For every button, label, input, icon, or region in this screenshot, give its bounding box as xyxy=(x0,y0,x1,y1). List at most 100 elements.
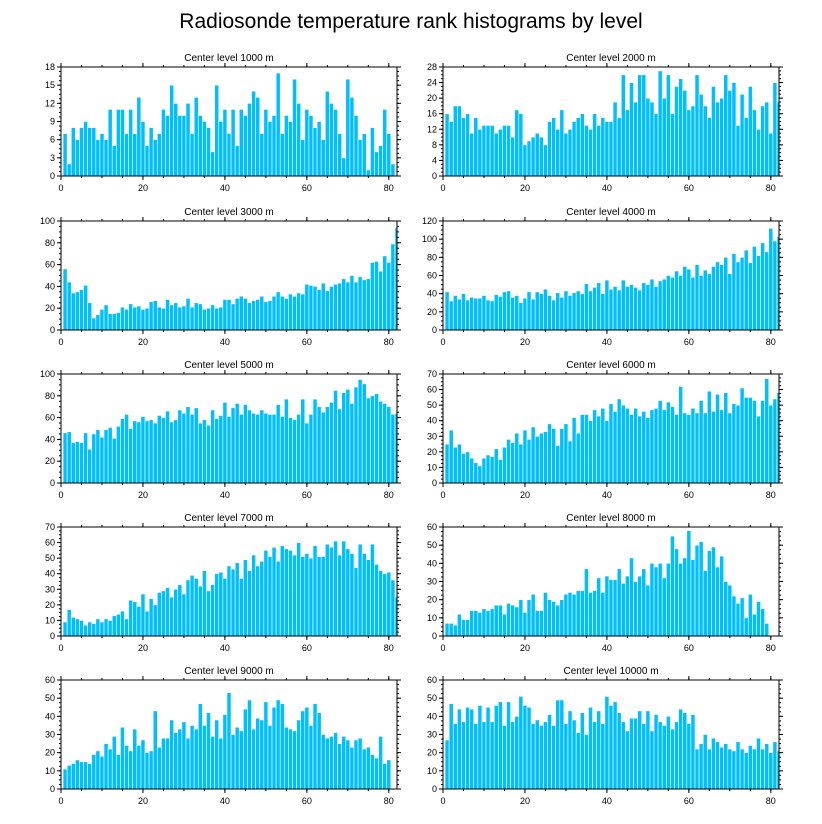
histogram-bar xyxy=(87,302,93,331)
y-tick-label: 15 xyxy=(45,80,55,90)
histogram-bar xyxy=(173,419,179,484)
histogram-bar xyxy=(218,306,224,331)
histogram-bar xyxy=(374,564,379,637)
histogram-bar xyxy=(465,299,470,331)
histogram-bar xyxy=(743,617,749,637)
x-tick-label: 80 xyxy=(766,643,776,653)
y-tick-label: 30 xyxy=(45,730,55,740)
histogram-bar xyxy=(608,705,614,790)
histogram-bar xyxy=(222,578,228,637)
histogram-bar xyxy=(706,550,712,637)
histogram-bar xyxy=(481,125,487,177)
histogram-bar xyxy=(349,553,355,637)
histogram-bar xyxy=(616,712,622,790)
histogram-bar xyxy=(452,624,458,637)
x-tick-label: 80 xyxy=(384,490,394,500)
histogram-bar xyxy=(382,763,388,790)
histogram-bar xyxy=(95,429,101,484)
histogram-bar xyxy=(575,290,581,331)
histogram-bar xyxy=(670,113,675,177)
histogram-bar xyxy=(502,125,507,177)
histogram-bar xyxy=(144,307,150,331)
histogram-bar xyxy=(715,741,720,790)
histogram-bar xyxy=(177,728,183,790)
histogram-bar xyxy=(357,543,363,637)
histogram-bar xyxy=(452,723,458,790)
histogram-bar xyxy=(600,592,606,637)
histogram-bar xyxy=(312,286,318,331)
histogram-bar xyxy=(378,400,383,484)
histogram-bar xyxy=(292,730,297,790)
histogram-bar xyxy=(292,419,297,484)
y-tick-label: 40 xyxy=(45,711,55,721)
histogram-bar xyxy=(686,109,692,177)
histogram-bar xyxy=(337,743,342,790)
histogram-bar xyxy=(361,553,367,637)
histogram-bar xyxy=(661,97,667,177)
histogram-bar xyxy=(637,575,643,637)
histogram-bar xyxy=(485,125,491,177)
histogram-bar xyxy=(584,125,589,177)
y-tick-label: 4 xyxy=(432,155,437,165)
histogram-bar xyxy=(743,397,749,484)
histogram-bar xyxy=(120,109,125,177)
x-tick-label: 80 xyxy=(384,183,394,193)
x-tick-label: 20 xyxy=(520,643,530,653)
histogram-bar xyxy=(181,593,187,637)
histogram-bar xyxy=(514,109,520,177)
histogram-bar xyxy=(152,710,158,790)
histogram-bar xyxy=(140,416,146,484)
histogram-bar xyxy=(308,414,314,484)
histogram-bar xyxy=(107,748,113,790)
histogram-bar xyxy=(79,442,84,484)
y-tick-label: 10 xyxy=(427,613,437,623)
histogram-bar xyxy=(657,280,663,331)
histogram-bar xyxy=(345,388,351,484)
histogram-bar xyxy=(686,723,692,790)
histogram-bar xyxy=(156,415,162,484)
y-tick-label: 0 xyxy=(432,478,437,488)
histogram-bar xyxy=(514,716,520,790)
histogram-bar xyxy=(271,546,277,637)
histogram-bar xyxy=(292,554,297,637)
histogram-bar xyxy=(682,557,688,637)
figure-title: Radiosonde temperature rank histograms b… xyxy=(179,10,642,33)
histogram-bar xyxy=(686,414,692,484)
panel-title: Center level 6000 m xyxy=(566,360,656,371)
histogram-bar xyxy=(177,584,183,637)
histogram-bar xyxy=(374,261,379,331)
histogram-bar xyxy=(365,746,371,790)
x-tick-label: 0 xyxy=(440,183,445,193)
histogram-bar xyxy=(284,726,289,790)
histogram-bar xyxy=(530,136,536,177)
histogram-bar xyxy=(702,734,708,790)
histogram-bar xyxy=(263,412,269,484)
histogram-bar xyxy=(263,701,269,790)
y-tick-label: 30 xyxy=(45,584,55,594)
panel-title: Center level 2000 m xyxy=(566,53,656,64)
histogram-bar xyxy=(473,723,479,790)
histogram-bar xyxy=(148,419,154,484)
histogram-bar xyxy=(99,436,105,484)
histogram-bar xyxy=(214,719,220,790)
histogram-bar xyxy=(498,701,503,790)
histogram-bar xyxy=(370,262,375,331)
histogram-bar xyxy=(506,125,511,177)
histogram-bar xyxy=(633,407,638,484)
y-tick-label: 6 xyxy=(50,135,55,145)
histogram-bar xyxy=(481,608,487,637)
histogram-bar xyxy=(596,577,602,637)
histogram-bar xyxy=(604,279,610,331)
histogram-bar xyxy=(764,743,770,790)
histogram-bar xyxy=(333,540,338,637)
histogram-bar xyxy=(87,763,93,790)
histogram-bar xyxy=(756,415,761,484)
x-tick-label: 60 xyxy=(684,796,694,806)
histogram-bar xyxy=(222,109,228,177)
histogram-bar xyxy=(103,139,109,177)
histogram-bar xyxy=(735,125,741,177)
histogram-bar xyxy=(698,275,704,331)
histogram-bar xyxy=(629,82,634,177)
histogram-panel: Center level 6000 m 0 10 20 30 40 50 60 70 0 20 40 6… xyxy=(427,360,783,500)
histogram-bar xyxy=(111,736,117,790)
